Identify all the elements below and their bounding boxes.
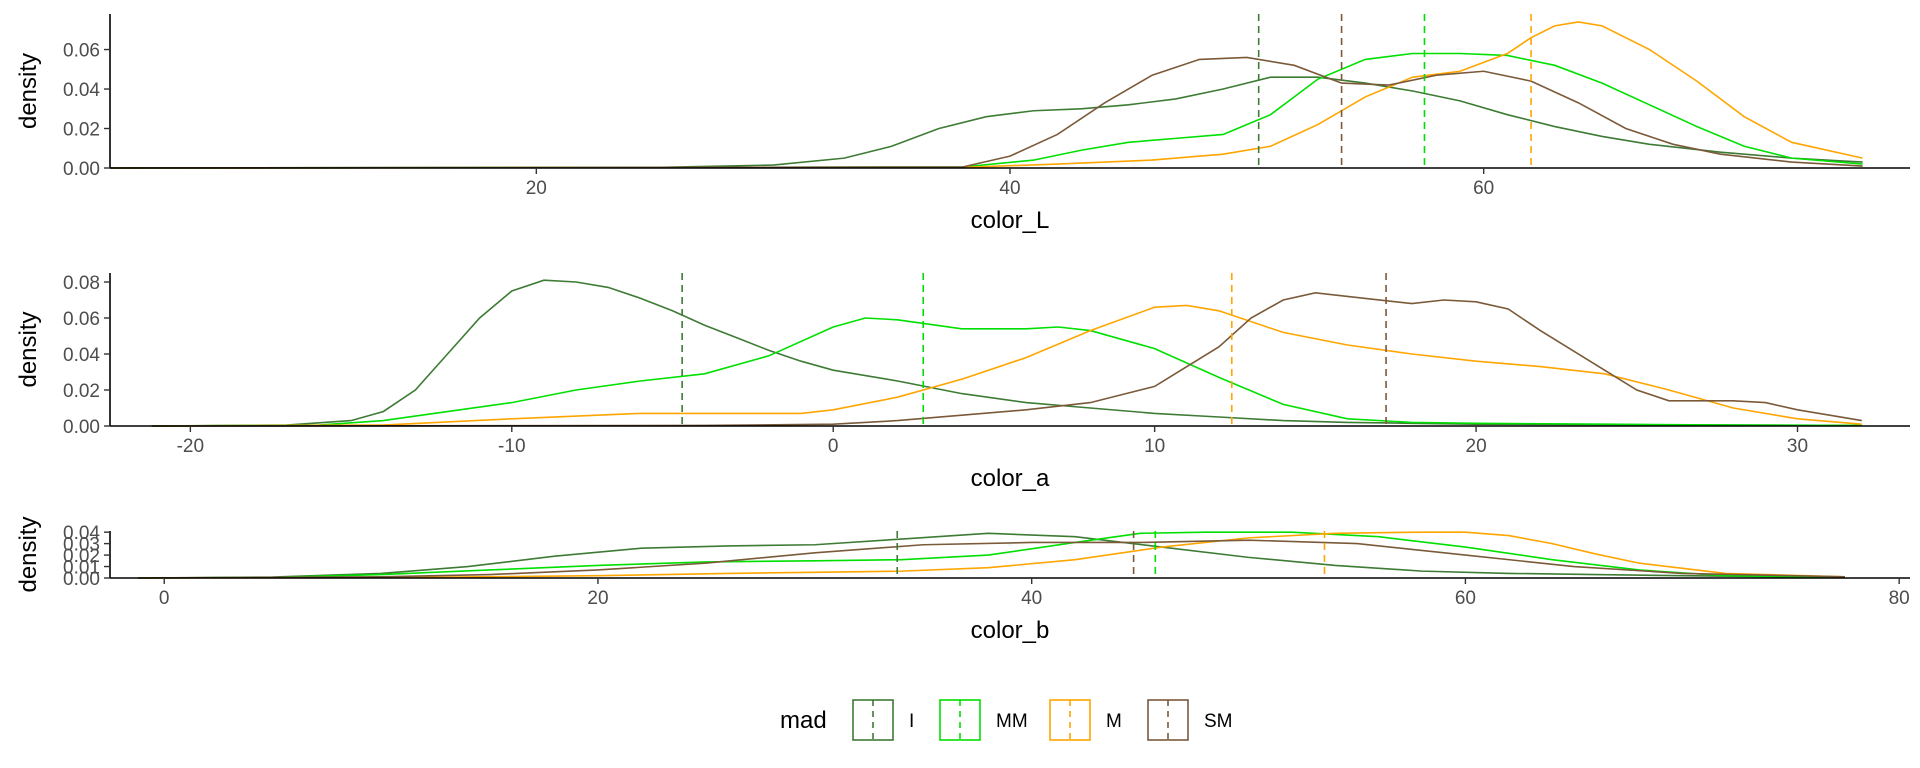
y-tick-label-color_a: 0.08 — [63, 273, 100, 294]
y-axis-title-color_a: density — [15, 311, 42, 387]
density-curve-color_b-MM — [138, 531, 1845, 579]
x-tick-label-color_b: 0 — [159, 588, 170, 609]
density-curve-color_a-MM — [151, 317, 1862, 427]
x-tick-label-color_L: 20 — [526, 178, 547, 199]
x-tick-label-color_b: 20 — [587, 588, 608, 609]
x-tick-label-color_a: -20 — [177, 436, 204, 457]
x-tick-label-color_a: 20 — [1466, 436, 1487, 457]
y-tick-label-color_b: 0.00 — [63, 569, 100, 590]
x-tick-label-color_b: 60 — [1455, 588, 1476, 609]
x-tick-label-color_b: 40 — [1021, 588, 1042, 609]
y-tick-label-color_a: 0.06 — [63, 309, 100, 330]
legend-item-M: M — [1049, 699, 1122, 741]
panel-color_L: 20 40 60 0.00 0.02 0.04 0.06 color_L density — [15, 14, 1910, 234]
legend: mad I MM M SM — [780, 699, 1233, 741]
legend-item-SM: SM — [1147, 699, 1233, 741]
y-tick-label-color_L: 0.02 — [63, 120, 100, 141]
legend-title: mad — [780, 707, 827, 734]
y-axis-title-color_b: density — [15, 516, 42, 592]
x-tick-label-color_a: -10 — [498, 436, 525, 457]
density-curve-color_b-I — [138, 532, 1845, 579]
panel-color_b: 0 20 40 60 80 0.000.010.020.030.04 color_b dens… — [15, 516, 1910, 644]
legend-item-I: I — [852, 699, 914, 741]
density-curve-color_b-M — [138, 531, 1845, 579]
y-tick-label-color_b: 0.03 — [63, 535, 100, 556]
y-tick-label-color_b: 0.01 — [63, 558, 100, 579]
x-axis-title-color_a: color_a — [971, 465, 1050, 492]
legend-label-MM: MM — [996, 711, 1028, 732]
x-tick-label-color_L: 40 — [999, 178, 1020, 199]
y-axis-title-color_L: density — [15, 53, 42, 129]
legend-key-MM — [939, 699, 981, 741]
x-axis-title-color_L: color_L — [971, 207, 1050, 234]
density-curve-color_L-M — [109, 21, 1863, 169]
x-tick-label-color_b: 80 — [1889, 588, 1910, 609]
y-tick-label-color_a: 0.04 — [63, 345, 100, 366]
density-curve-color_L-SM — [109, 56, 1863, 169]
legend-label-SM: SM — [1204, 711, 1233, 732]
density-curve-color_L-I — [109, 76, 1863, 169]
y-tick-label-color_L: 0.00 — [63, 159, 100, 180]
legend-label-M: M — [1106, 711, 1122, 732]
y-tick-label-color_a: 0.00 — [63, 417, 100, 438]
x-axis-title-color_b: color_b — [971, 617, 1050, 644]
x-tick-label-color_a: 10 — [1144, 436, 1165, 457]
density-curve-color_a-SM — [151, 291, 1862, 427]
legend-item-MM: MM — [939, 699, 1028, 741]
legend-label-I: I — [909, 711, 914, 732]
density-curve-color_L-MM — [109, 52, 1863, 169]
x-tick-label-color_a: 30 — [1787, 436, 1808, 457]
x-tick-label-color_a: 0 — [828, 436, 839, 457]
panel-color_a: -20 -10 0 10 20 30 0.00 0.02 0.04 0.06 0.08 color_a… — [15, 273, 1910, 492]
density-curve-color_a-M — [151, 304, 1862, 427]
y-tick-label-color_L: 0.04 — [63, 80, 100, 101]
density-curve-color_b-SM — [138, 539, 1845, 579]
y-tick-label-color_L: 0.06 — [63, 41, 100, 62]
y-tick-label-color_a: 0.02 — [63, 381, 100, 402]
y-tick-label-color_b: 0.02 — [63, 546, 100, 567]
y-tick-label-color_b: 0.04 — [63, 523, 100, 544]
x-tick-label-color_L: 60 — [1473, 178, 1494, 199]
density-curve-color_a-I — [151, 279, 1862, 427]
